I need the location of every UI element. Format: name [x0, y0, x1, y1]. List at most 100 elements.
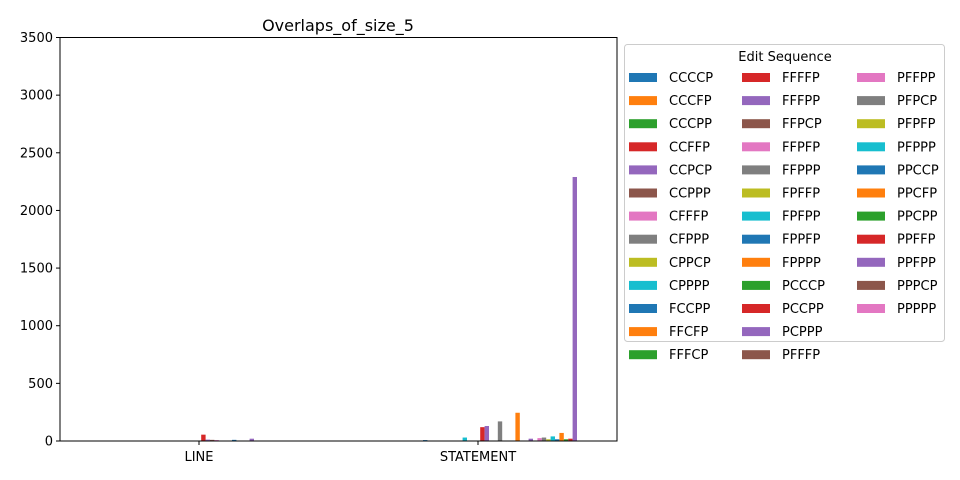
y-tick-label: 0 [45, 435, 53, 450]
bar [563, 439, 569, 441]
legend-swatch [629, 73, 657, 82]
bar [210, 439, 215, 441]
legend-label: PFPFP [897, 117, 936, 132]
legend-label: PPCPP [897, 210, 938, 225]
legend-swatch [742, 188, 770, 198]
bar [201, 434, 206, 441]
legend-label: CCCPP [669, 117, 712, 132]
legend-swatch [629, 350, 657, 360]
legend-label: PPCCP [897, 163, 939, 178]
legend-label: FFPCP [782, 117, 822, 132]
chart-title: Overlaps_of_size_5 [262, 16, 414, 36]
legend: Edit Sequence CCCCP CCCFP CCCPP CCFFP CCPCP C… [624, 44, 945, 363]
legend-label: FFFCP [669, 348, 709, 363]
legend-swatch [742, 73, 770, 82]
bar [480, 427, 485, 441]
legend-label: FPFFP [782, 187, 820, 202]
legend-swatch [742, 304, 770, 313]
bar [555, 439, 560, 441]
bar [232, 439, 237, 441]
bar [515, 412, 520, 441]
legend-swatch [629, 234, 657, 244]
legend-label: CCCFP [669, 94, 712, 109]
legend-label: FPPPP [782, 256, 821, 271]
bar [537, 438, 542, 441]
legend-swatch [629, 165, 657, 175]
legend-swatch [629, 280, 657, 290]
legend-swatch [857, 165, 885, 175]
legend-swatch [742, 165, 770, 175]
legend-swatch [629, 257, 657, 267]
legend-label: FPFPP [782, 210, 821, 225]
legend-label: PCPPP [782, 325, 823, 340]
legend-swatch [742, 119, 770, 129]
bar [559, 432, 564, 441]
legend-swatch [742, 96, 770, 106]
legend-swatch [629, 188, 657, 198]
bar [249, 438, 254, 441]
legend-swatch [742, 280, 770, 290]
legend-label: PPPPP [897, 302, 936, 317]
legend-label: CCFFP [669, 140, 710, 155]
legend-label: PPFPP [897, 256, 936, 271]
legend-label: PCCPP [782, 302, 824, 317]
legend-swatch [629, 142, 657, 152]
y-tick-label: 500 [28, 377, 53, 392]
legend-swatch [742, 350, 770, 360]
legend-label: CCPPP [669, 187, 711, 202]
y-tick-label: 3500 [20, 31, 53, 46]
bar [462, 437, 467, 441]
legend-label: FFCFP [669, 325, 709, 340]
legend-label: FFFPP [782, 94, 820, 109]
legend-items: CCCCP CCCFP CCCPP CCFFP CCPCP CCPPP CFFFP CFPPP… [629, 71, 939, 363]
y-tick-label: 1500 [20, 262, 53, 277]
legend-label: FFPPP [782, 163, 821, 178]
legend-swatch [629, 327, 657, 337]
legend-label: PPPCP [897, 279, 938, 294]
legend-label: FPPFP [782, 233, 821, 248]
y-tick-label: 1000 [20, 319, 53, 334]
legend-label: PFPCP [897, 94, 937, 109]
legend-swatch [629, 304, 657, 313]
legend-swatch [857, 304, 885, 313]
legend-swatch [857, 73, 885, 82]
x-tick-label: STATEMENT [440, 450, 516, 465]
x-axis: LINE STATEMENT [184, 441, 516, 465]
y-tick-label: 3000 [20, 89, 53, 104]
legend-swatch [742, 234, 770, 244]
y-tick-label: 2000 [20, 204, 53, 219]
legend-swatch [742, 142, 770, 152]
bar [528, 438, 533, 441]
legend-swatch [857, 211, 885, 221]
legend-label: CCCCP [669, 71, 713, 86]
legend-swatch [629, 119, 657, 129]
legend-label: PPCFP [897, 187, 937, 202]
legend-label: FFPFP [782, 140, 820, 155]
legend-swatch [629, 96, 657, 106]
bar [497, 421, 503, 441]
legend-label: CCPCP [669, 163, 712, 178]
legend-swatch [857, 257, 885, 267]
legend-label: PFPPP [897, 140, 936, 155]
legend-title: Edit Sequence [738, 50, 831, 65]
legend-swatch [629, 211, 657, 221]
legend-swatch [857, 234, 885, 244]
y-axis: 0 500 1000 1500 2000 2500 3000 3500 [20, 31, 60, 450]
legend-swatch [857, 119, 885, 129]
bar [546, 439, 551, 441]
y-tick-label: 2500 [20, 146, 53, 161]
legend-swatch [857, 142, 885, 152]
x-tick-label: LINE [184, 450, 213, 465]
legend-label: FCCPP [669, 302, 710, 317]
legend-swatch [857, 280, 885, 290]
legend-label: FFFFP [782, 71, 820, 86]
bar [541, 437, 547, 441]
bar [205, 439, 210, 441]
bar [568, 438, 573, 441]
legend-swatch [857, 188, 885, 198]
legend-swatch [742, 211, 770, 221]
legend-swatch [742, 257, 770, 267]
bar [484, 426, 489, 441]
legend-label: PFFFP [782, 348, 820, 363]
